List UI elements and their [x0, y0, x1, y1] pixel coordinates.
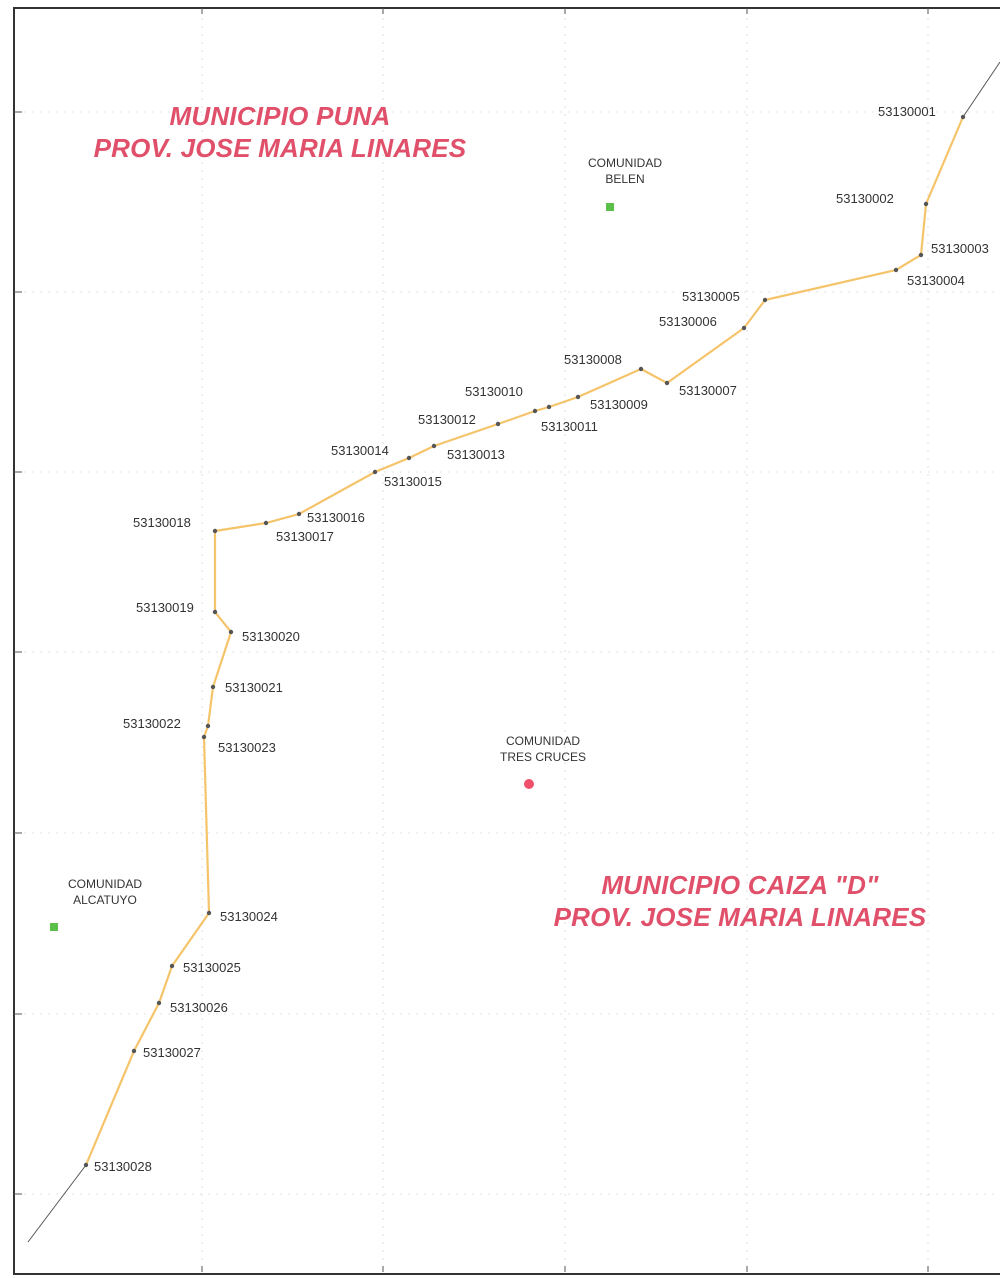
boundary-line — [84, 116, 965, 1166]
boundary-point-marker — [83, 1162, 89, 1168]
community-marker-belen — [606, 203, 614, 211]
boundary-point-label: 53130024 — [220, 909, 278, 924]
boundary-point-marker — [228, 629, 234, 635]
region-south-line1: MUNICIPIO CAIZA "D" — [601, 870, 879, 900]
community-tres-cruces-line1: COMUNIDAD — [506, 734, 580, 748]
boundary-point-label: 53130001 — [878, 104, 936, 119]
boundary-point-label: 53130010 — [465, 384, 523, 399]
boundary-extension-sw — [27, 1164, 87, 1243]
region-north-line2: PROV. JOSE MARIA LINARES — [93, 133, 467, 163]
boundary-point-label: 53130011 — [541, 419, 598, 434]
boundary-point-marker — [210, 684, 216, 690]
boundary-point-marker — [664, 380, 670, 386]
boundary-point-label: 53130003 — [931, 241, 989, 256]
community-marker-alcatuyo — [50, 923, 58, 931]
boundary-point-label: 53130025 — [183, 960, 241, 975]
boundary-point-label: 53130022 — [123, 716, 181, 731]
boundary-point-labels: 53130001 53130002 53130003 53130004 53130005… — [94, 104, 989, 1174]
community-belen-line2: BELEN — [605, 172, 645, 186]
boundary-point-marker — [923, 201, 929, 207]
map-border — [13, 7, 1000, 1275]
boundary-point-label: 53130004 — [907, 273, 965, 288]
boundary-extension-ne — [962, 61, 1000, 118]
boundary-point-marker — [406, 455, 412, 461]
boundary-point-marker — [918, 252, 924, 258]
boundary-point-label: 53130026 — [170, 1000, 228, 1015]
boundary-point-label: 53130012 — [418, 412, 476, 427]
boundary-point-marker — [156, 1000, 162, 1006]
boundary-point-label: 53130013 — [447, 447, 505, 462]
boundary-point-marker — [212, 609, 218, 615]
boundary-point-label: 53130023 — [218, 740, 276, 755]
boundary-point-label: 53130017 — [276, 529, 334, 544]
boundary-point-label: 53130020 — [242, 629, 300, 644]
community-alcatuyo-line2: ALCATUYO — [73, 893, 137, 907]
boundary-point-marker — [296, 511, 302, 517]
boundary-point-label: 53130016 — [307, 510, 365, 525]
boundary-point-label: 53130002 — [836, 191, 894, 206]
boundary-point-marker — [495, 421, 501, 427]
boundary-point-label: 53130009 — [590, 397, 648, 412]
boundary-point-marker — [263, 520, 269, 526]
boundary-point-marker — [960, 114, 966, 120]
community-marker-tres-cruces — [524, 779, 534, 789]
boundary-point-marker — [575, 394, 581, 400]
boundary-point-label: 53130007 — [679, 383, 737, 398]
boundary-point-label: 53130027 — [143, 1045, 201, 1060]
boundary-point-marker — [546, 404, 552, 410]
boundary-point-label: 53130018 — [133, 515, 191, 530]
community-label-tres-cruces: COMUNIDAD TRES CRUCES — [478, 733, 608, 765]
boundary-point-marker — [169, 963, 175, 969]
boundary-point-label: 53130019 — [136, 600, 194, 615]
boundary-point-label: 53130008 — [564, 352, 622, 367]
boundary-point-marker — [532, 408, 538, 414]
boundary-point-marker — [431, 443, 437, 449]
boundary-point-label: 53130028 — [94, 1159, 152, 1174]
region-south-line2: PROV. JOSE MARIA LINARES — [553, 902, 927, 932]
community-tres-cruces-line2: TRES CRUCES — [499, 750, 586, 764]
boundary-point-label: 53130021 — [225, 680, 283, 695]
region-north-line1: MUNICIPIO PUNA — [169, 101, 391, 131]
boundary-point-marker — [638, 366, 644, 372]
frame-ticks — [14, 8, 929, 1272]
boundary-point-marker — [131, 1048, 137, 1054]
community-alcatuyo-line1: COMUNIDAD — [68, 877, 142, 891]
boundary-point-marker — [741, 325, 747, 331]
community-label-belen: COMUNIDAD BELEN — [560, 155, 690, 187]
region-label-south: MUNICIPIO CAIZA "D" PROV. JOSE MARIA LIN… — [520, 869, 960, 933]
boundary-point-marker — [206, 910, 212, 916]
boundary-point-label: 53130015 — [384, 474, 442, 489]
community-label-alcatuyo: COMUNIDAD ALCATUYO — [40, 876, 170, 908]
boundary-point-marker — [201, 734, 207, 740]
boundary-point-marker — [212, 528, 218, 534]
boundary-point-marker — [372, 469, 378, 475]
boundary-points — [83, 114, 966, 1168]
boundary-point-marker — [762, 297, 768, 303]
boundary-point-marker — [205, 723, 211, 729]
boundary-point-label: 53130006 — [659, 314, 717, 329]
boundary-point-label: 53130014 — [331, 443, 389, 458]
community-belen-line1: COMUNIDAD — [588, 156, 662, 170]
boundary-point-label: 53130005 — [682, 289, 740, 304]
region-label-north: MUNICIPIO PUNA PROV. JOSE MARIA LINARES — [60, 100, 500, 164]
boundary-point-marker — [893, 267, 899, 273]
